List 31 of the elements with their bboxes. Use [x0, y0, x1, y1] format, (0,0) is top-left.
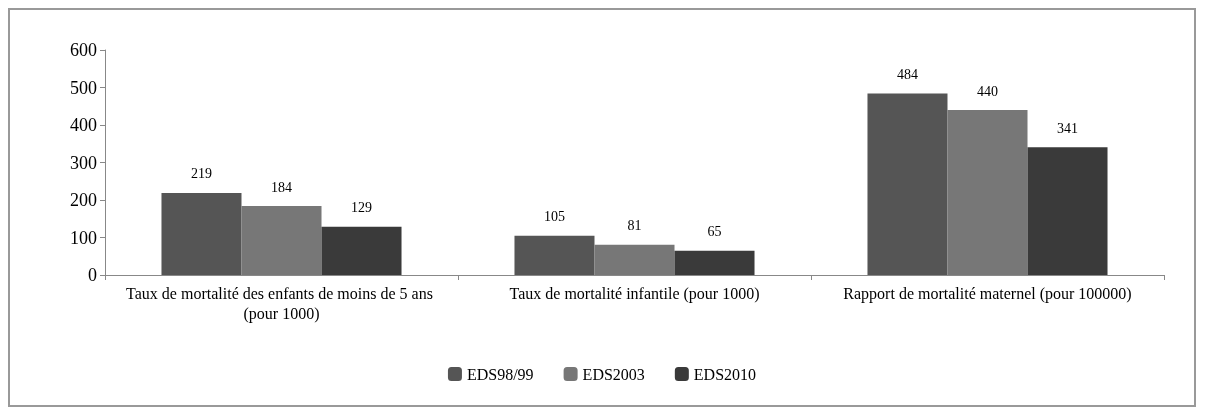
- bar: [161, 192, 242, 275]
- y-tick-label: 300: [70, 152, 97, 173]
- legend-label: EDS2010: [693, 365, 757, 383]
- data-label: 219: [190, 166, 212, 182]
- x-tick-label: Taux de mortalité infantile (pour 1000): [509, 284, 760, 303]
- bar: [1027, 147, 1108, 275]
- data-label: 129: [351, 200, 373, 216]
- data-label: 184: [271, 179, 292, 195]
- y-tick-label: 0: [88, 265, 97, 285]
- data-label: 484: [896, 67, 918, 82]
- data-label: 440: [977, 83, 998, 99]
- data-label: 65: [707, 224, 722, 240]
- bar: [594, 244, 675, 275]
- y-tick-label: 400: [70, 115, 97, 135]
- y-tick-label: 100: [70, 227, 97, 248]
- y-tick-label: 200: [70, 190, 97, 210]
- bar: [947, 110, 1028, 275]
- bar: [321, 226, 402, 275]
- data-label: 81: [627, 218, 642, 234]
- y-tick-label: 500: [70, 77, 97, 98]
- bar: [674, 250, 755, 275]
- bar: [241, 206, 322, 275]
- data-label: 105: [543, 209, 565, 225]
- data-label: 341: [1057, 120, 1079, 136]
- x-tick-label: Taux de mortalité des enfants de moins de 5 ans (pour 1000): [126, 284, 437, 323]
- legend-label: EDS98/99: [466, 365, 534, 383]
- bar: [867, 93, 948, 275]
- y-tick-label: 600: [70, 40, 97, 60]
- x-tick-label: Rapport de mortalité maternel (pour 100000): [843, 284, 1132, 303]
- legend-label: EDS2003: [582, 365, 645, 383]
- bar: [514, 235, 595, 275]
